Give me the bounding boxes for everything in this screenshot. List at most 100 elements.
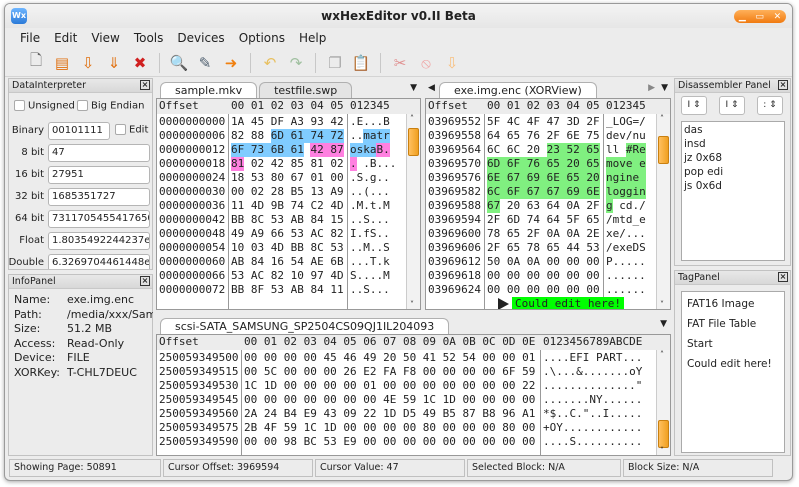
row-bytes[interactable]: 6C 6C 20 23 52 65 xyxy=(487,143,600,156)
row-bytes[interactable]: 11 4D 9B 74 C2 4D xyxy=(231,199,344,212)
vertical-scrollbar[interactable]: ˄ ˅ xyxy=(656,114,670,309)
disasm-line[interactable]: jz 0x68 xyxy=(684,152,723,164)
row-bytes[interactable]: 64 65 76 2F 6E 75 xyxy=(487,129,600,142)
row-text[interactable]: ...... xyxy=(606,283,646,296)
row-text[interactable]: ..(... xyxy=(350,185,390,198)
row-text[interactable]: .......NY...... xyxy=(543,393,643,406)
row-text[interactable]: P..... xyxy=(606,255,646,268)
menu-file[interactable]: File xyxy=(20,31,41,45)
delete-button[interactable]: ⦸ xyxy=(415,52,437,74)
row-text[interactable]: ..S... xyxy=(350,213,390,226)
row-bytes[interactable]: 10 03 4D BB 8C 53 xyxy=(231,241,344,254)
row-text[interactable]: ll #Re xyxy=(606,143,646,156)
scroll-up-icon[interactable]: ˄ xyxy=(660,114,664,123)
scroll-thumb[interactable] xyxy=(408,128,419,156)
row-text[interactable]: xe/... xyxy=(606,227,646,240)
row-bytes[interactable]: BB 8C 53 AB 84 15 xyxy=(231,213,344,226)
row-text[interactable]: loggin xyxy=(606,185,646,198)
8-bit-value-field[interactable]: 47 xyxy=(48,144,150,162)
scroll-down-icon[interactable]: ˅ xyxy=(660,446,664,455)
64-bit-value-field[interactable]: 7311705455417650479 xyxy=(48,210,150,228)
row-text[interactable]: ..S... xyxy=(350,283,390,296)
vertical-scrollbar[interactable]: ˄ ˅ xyxy=(406,114,420,309)
row-text[interactable]: I.fS.. xyxy=(350,227,390,240)
row-text[interactable]: _LOG=/ xyxy=(606,115,646,128)
hex-view[interactable]: Offset 00 01 02 03 04 05 012345 03969552 5F … xyxy=(425,98,671,310)
minimize-icon[interactable]: ▁ xyxy=(738,11,746,22)
unsigned-checkbox[interactable]: Unsigned xyxy=(14,100,75,112)
row-bytes[interactable]: AB 84 16 54 AE 6B xyxy=(231,255,344,268)
row-bytes[interactable]: BB 8F 53 AB 84 11 xyxy=(231,283,344,296)
scroll-thumb[interactable] xyxy=(658,136,669,164)
insert-button[interactable]: ⇩ xyxy=(441,52,463,74)
menu-view[interactable]: View xyxy=(91,31,120,45)
find-button[interactable]: 🔍 xyxy=(168,52,190,74)
row-text[interactable]: .S.g.. xyxy=(350,171,390,184)
row-bytes[interactable]: 82 88 6D 61 74 72 xyxy=(231,129,344,142)
tab-0[interactable]: exe.img.enc (XORView) xyxy=(439,82,597,98)
scroll-down-icon[interactable]: ˅ xyxy=(410,300,414,309)
hex-view[interactable]: Offset 00 01 02 03 04 05 012345 0000000000 1… xyxy=(156,98,421,310)
goto-button[interactable]: ➜ xyxy=(220,52,242,74)
new-file-button[interactable]: 🗋 xyxy=(25,51,47,74)
menu-devices[interactable]: Devices xyxy=(177,31,225,45)
row-bytes[interactable]: 6C 6F 67 67 69 6E xyxy=(487,185,600,198)
edit-checkbox[interactable]: Edit xyxy=(115,124,148,136)
row-text[interactable]: ngine xyxy=(606,171,646,184)
row-bytes[interactable]: 00 02 28 B5 13 A9 xyxy=(231,185,344,198)
row-text[interactable]: ...... xyxy=(606,269,646,282)
print-button[interactable]: ▤ xyxy=(51,52,73,74)
row-text[interactable]: ...T.k xyxy=(350,255,390,268)
arch-spinner[interactable]: I ⇕ xyxy=(681,96,707,115)
row-bytes[interactable]: 00 5C 00 00 00 26 E2 FA F8 00 00 00 00 6… xyxy=(244,365,536,378)
tab-scroll-right-icon[interactable]: ▶ xyxy=(648,83,655,93)
close-icon[interactable]: ✕ xyxy=(773,11,782,22)
disasm-line[interactable]: js 0x6d xyxy=(684,180,722,192)
row-bytes[interactable]: 6F 73 6B 61 42 87 xyxy=(231,143,344,156)
maximize-icon[interactable]: ▭ xyxy=(755,11,764,22)
row-text[interactable]: .M.t.M xyxy=(350,199,390,212)
big-endian-checkbox[interactable]: Big Endian xyxy=(77,100,144,112)
row-text[interactable]: dev/nu xyxy=(606,129,646,142)
disassembly-list[interactable]: das insd jz 0x68 pop edi js 0x6d xyxy=(681,121,785,261)
row-text[interactable]: ..M..S xyxy=(350,241,390,254)
row-bytes[interactable]: 2F 65 78 65 44 53 xyxy=(487,241,600,254)
row-text[interactable]: +OY............ xyxy=(543,421,643,434)
tab-scroll-left-icon[interactable]: ◀ xyxy=(428,83,435,93)
tag-item[interactable]: FAT File Table Start xyxy=(687,318,757,350)
replace-button[interactable]: ✎ xyxy=(194,52,216,74)
close-panel-icon[interactable]: × xyxy=(778,272,788,282)
tab-menu-icon[interactable]: ▼ xyxy=(660,319,667,329)
row-text[interactable]: S....M xyxy=(350,269,390,282)
tag-item[interactable]: FAT16 Image xyxy=(687,298,755,310)
paste-button[interactable]: 📋 xyxy=(350,52,372,74)
tag-item[interactable]: Could edit here! xyxy=(687,358,772,370)
row-bytes[interactable]: 78 65 2F 0A 0A 2E xyxy=(487,227,600,240)
binary-value-field[interactable]: 00101111 xyxy=(48,122,110,140)
row-bytes[interactable]: 2B 4F 59 1C 1D 00 00 00 00 80 00 00 00 8… xyxy=(244,421,536,434)
copy-button[interactable]: ❐ xyxy=(324,52,346,74)
close-panel-icon[interactable]: × xyxy=(140,80,150,90)
scroll-up-icon[interactable]: ˄ xyxy=(410,114,414,123)
row-text[interactable]: .............." xyxy=(543,379,643,392)
row-text[interactable]: . .B... xyxy=(350,157,397,170)
row-bytes[interactable]: 2F 6D 74 64 5F 65 xyxy=(487,213,600,226)
tab-1[interactable]: testfile.swp xyxy=(259,82,353,98)
row-text[interactable]: ....EFI PART... xyxy=(543,351,643,364)
row-text[interactable]: ..matr xyxy=(350,129,390,142)
cut-button[interactable]: ✂ xyxy=(389,52,411,74)
disasm-line[interactable]: insd xyxy=(684,138,706,150)
scroll-down-icon[interactable]: ˅ xyxy=(660,300,664,309)
row-bytes[interactable]: 18 53 80 67 01 00 xyxy=(231,171,344,184)
double-value-field[interactable]: 6.3269704461448e+180 xyxy=(48,254,150,269)
row-text[interactable]: g cd./ xyxy=(606,199,646,212)
menu-edit[interactable]: Edit xyxy=(54,31,78,45)
scroll-thumb[interactable] xyxy=(658,420,669,448)
close-panel-icon[interactable]: × xyxy=(778,80,788,90)
row-bytes[interactable]: 00 00 98 BC 53 E9 00 00 00 00 00 00 00 0… xyxy=(244,435,536,448)
row-bytes[interactable]: 1A 45 DF A3 93 42 xyxy=(231,115,344,128)
row-bytes[interactable]: 49 A9 66 53 AC 82 xyxy=(231,227,344,240)
row-bytes[interactable]: 50 0A 0A 00 00 00 xyxy=(487,255,600,268)
tab-0[interactable]: sample.mkv xyxy=(160,82,258,98)
disasm-line[interactable]: pop edi xyxy=(684,166,724,178)
